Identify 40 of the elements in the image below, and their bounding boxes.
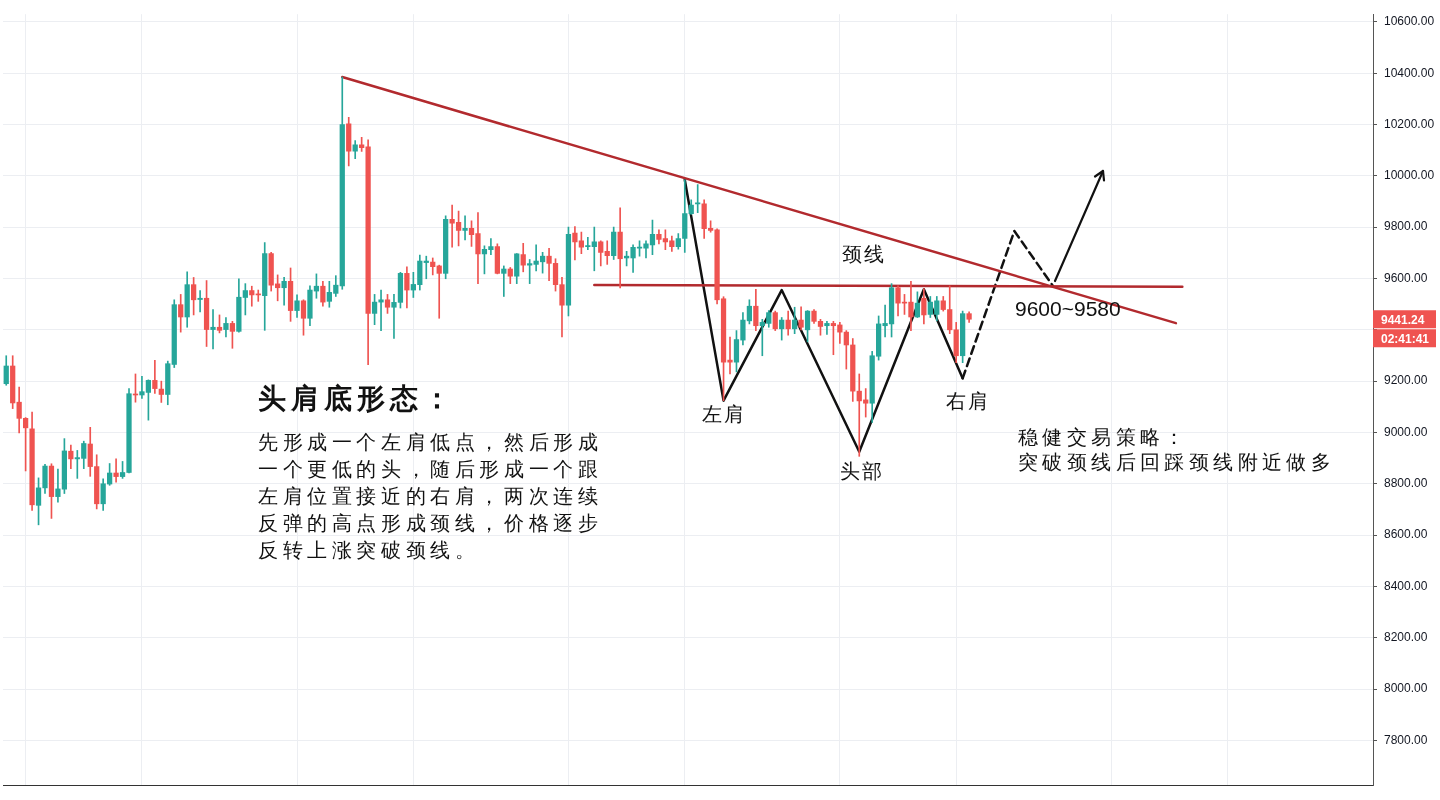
y-tick-label: 7800.00 <box>1384 732 1428 747</box>
y-tick-label: 9800.00 <box>1384 219 1428 234</box>
annotation: 左肩 <box>702 401 746 428</box>
y-tick-label: 10400.00 <box>1384 65 1435 80</box>
y-tick-label: 10600.00 <box>1384 14 1435 29</box>
y-tick-label: 10000.00 <box>1384 168 1435 183</box>
annotation: 先形成一个左肩低点，然后形成一个更低的头，随后形成一个跟左肩位置接近的右肩，两次连续反弹的高点形成颈线，价格逐步反转上涨突破颈线。 <box>258 429 604 564</box>
candlestick <box>436 264 442 319</box>
y-tick-label: 9600.00 <box>1384 270 1428 285</box>
candlestick <box>249 285 255 307</box>
annotation: 稳健交易策略： <box>1018 424 1189 451</box>
y-tick-label: 8800.00 <box>1384 476 1428 491</box>
candlestick <box>591 226 597 272</box>
y-tick-label: 8400.00 <box>1384 578 1428 593</box>
text: 02:41:41 <box>1381 331 1430 346</box>
candlestick <box>113 458 119 483</box>
y-tick-label: 8600.00 <box>1384 527 1428 542</box>
annotation: 头部 <box>840 458 884 485</box>
annotation: 9600~9580 <box>1015 296 1121 322</box>
candlestick <box>585 237 591 251</box>
y-tick-label: 10200.00 <box>1384 116 1435 131</box>
candlestick <box>824 321 830 335</box>
text: 9441.24 <box>1381 312 1425 327</box>
y-tick-label: 9000.00 <box>1384 424 1428 439</box>
candlestick <box>210 309 216 350</box>
y-tick-label: 9200.00 <box>1384 373 1428 388</box>
candlestick <box>501 265 507 297</box>
annotation: 突破颈线后回踩颈线附近做多 <box>1018 449 1336 476</box>
candlestick <box>604 240 610 265</box>
y-tick-label: 8000.00 <box>1384 681 1428 696</box>
candlestick <box>197 290 203 313</box>
candlestick <box>462 215 468 241</box>
annotation: 颈线 <box>842 241 886 268</box>
y-tick-label: 8200.00 <box>1384 630 1428 645</box>
candlestick <box>281 276 287 306</box>
text: 头肩底形态： <box>258 382 456 416</box>
candlestick <box>695 184 701 213</box>
annotation: 右肩 <box>946 388 990 415</box>
candlestick <box>378 289 384 331</box>
candlestick <box>55 468 61 503</box>
